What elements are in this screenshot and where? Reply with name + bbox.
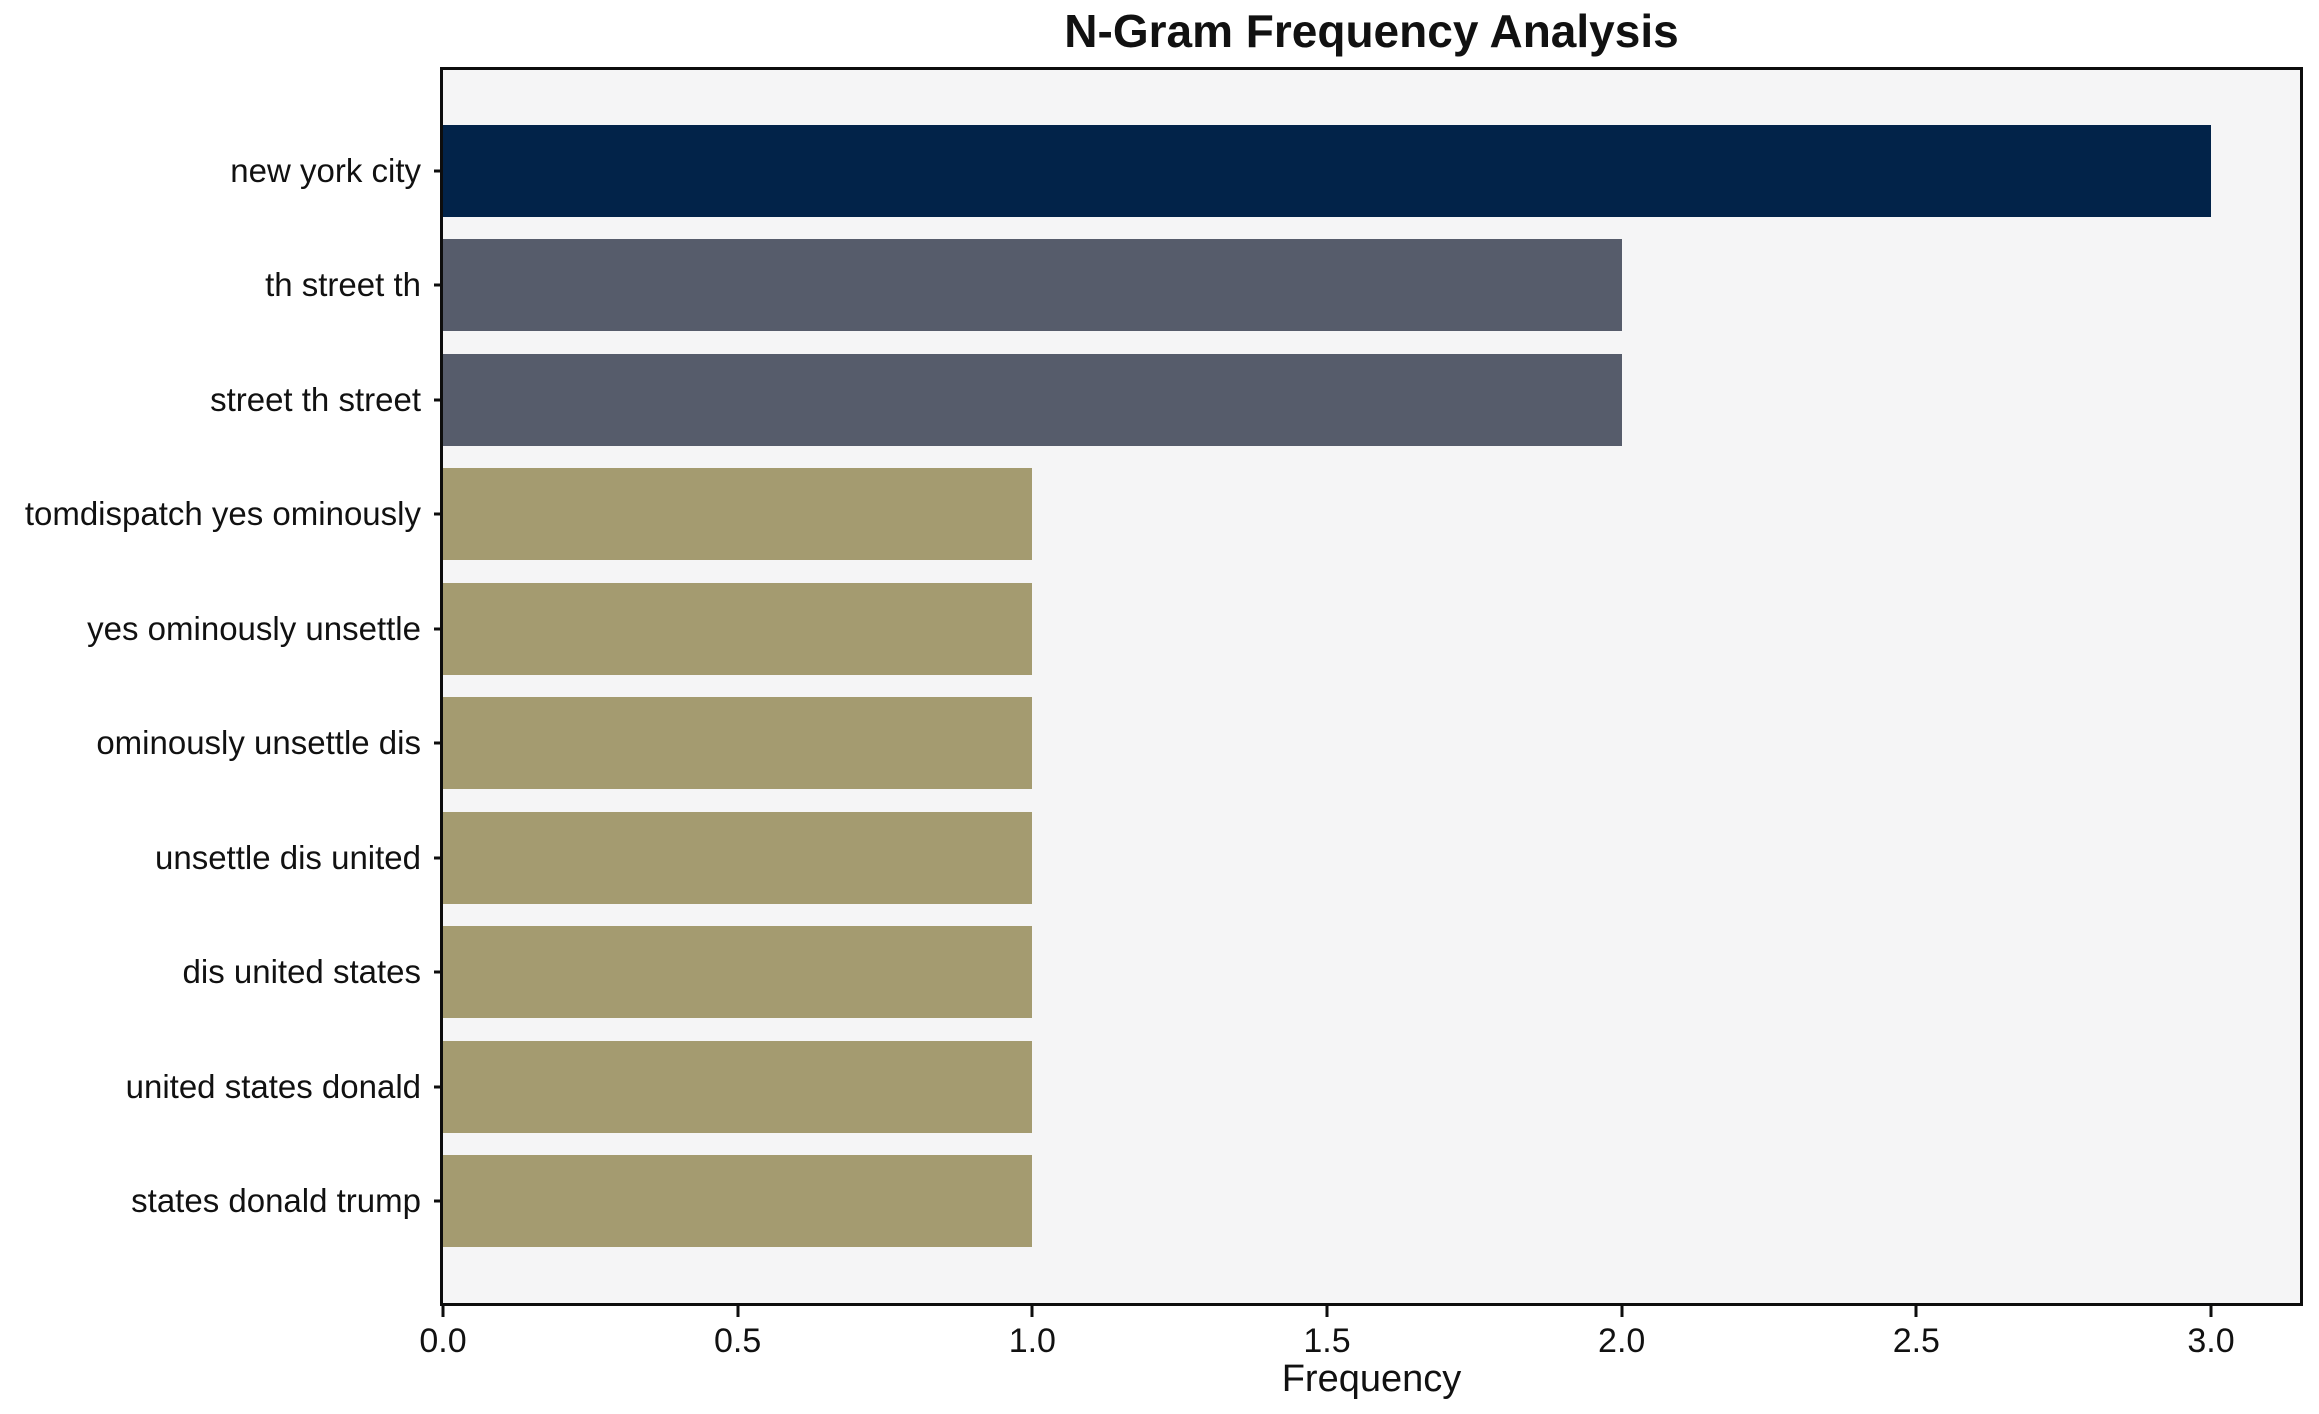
bar [443,926,1033,1019]
bar [443,468,1033,561]
bar [443,582,1033,675]
bar-row: tomdispatch yes ominously [25,468,2300,561]
y-tick-label: ominously unsettle dis [96,724,421,762]
x-tick-mark [2209,1306,2213,1317]
y-tick-label: states donald trump [131,1181,421,1219]
x-axis: 0.0 0.5 1.0 1.5 2.0 2.5 3.0 [419,1306,2300,1366]
y-tick-mark [434,627,443,631]
y-tick-label: unsettle dis united [154,838,421,876]
plot-area: new york city th street th street th stree… [25,67,2303,1306]
y-tick-mark [434,283,443,287]
y-tick-label: yes ominously unsettle [87,609,421,647]
y-tick-label: street th street [210,380,421,418]
y-tick-mark [434,741,443,745]
bar [443,811,1033,904]
x-tick-label: 2.5 [1892,1322,1940,1360]
bar [443,697,1033,790]
x-tick-mark [736,1306,740,1317]
x-tick-mark [441,1306,445,1317]
y-tick-mark [434,1199,443,1203]
y-tick-mark [434,512,443,516]
x-tick-mark [1325,1306,1329,1317]
y-tick-mark [434,1085,443,1088]
y-tick-label: dis united states [182,953,421,991]
y-tick-label: th street th [265,266,421,304]
bar-row: street th street [210,353,2300,446]
bar-row: th street th [265,239,2300,332]
x-tick-mark [1914,1306,1918,1317]
y-tick-label: tomdispatch yes ominously [24,495,421,533]
y-tick-mark [434,398,443,402]
x-tick-label: 1.5 [1303,1322,1351,1360]
bar [443,1040,1033,1133]
bar-row: states donald trump [131,1154,2300,1247]
bars-container: new york city th street th street th stree… [25,70,2300,1303]
bar [443,125,2211,217]
bar-row: united states donald [126,1040,2300,1133]
x-tick-label: 1.0 [1008,1322,1056,1360]
bar-row: unsettle dis united [155,811,2300,904]
x-tick-label: 0.5 [714,1322,762,1360]
x-tick-mark [1620,1306,1624,1317]
bar-row: ominously unsettle dis [96,697,2300,790]
y-tick-mark [434,169,443,173]
y-tick-mark [434,970,443,974]
x-tick-label: 0.0 [419,1322,467,1360]
bar-row: dis united states [183,926,2300,1019]
bar [443,353,1622,446]
bar-row: new york city [230,125,2300,217]
x-tick-label: 2.0 [1598,1322,1646,1360]
x-tick-mark [1030,1306,1034,1317]
bar-row: yes ominously unsettle [87,582,2300,675]
y-tick-label: united states donald [125,1067,421,1105]
y-tick-mark [434,856,443,860]
y-tick-label: new york city [230,152,421,189]
chart-title: N-Gram Frequency Analysis [1064,5,1679,57]
bar [443,1154,1033,1247]
x-tick-label: 3.0 [2187,1322,2235,1360]
x-axis-label: Frequency [1281,1358,1462,1400]
bar [443,239,1622,332]
